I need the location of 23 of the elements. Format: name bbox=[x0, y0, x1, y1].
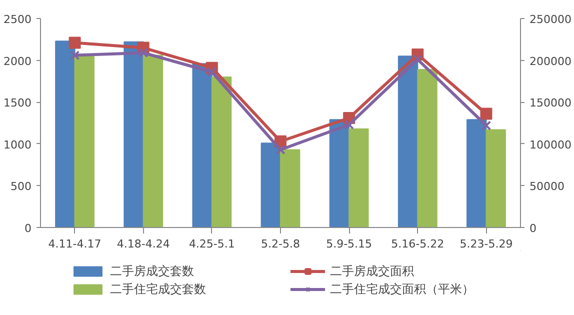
y2-tick-label: 250000 bbox=[530, 13, 572, 26]
y2-tick-label: 50000 bbox=[530, 180, 564, 194]
legend-label: 二手房成交套数 bbox=[110, 262, 195, 280]
x-tick-label: 5.23-5.29 bbox=[460, 238, 513, 250]
y-tick-label: 2500 bbox=[4, 13, 32, 26]
y2-tick-label: 150000 bbox=[530, 96, 572, 110]
x-tick-label: 4.18-4.24 bbox=[116, 238, 170, 250]
y-tick-label: 500 bbox=[10, 180, 32, 194]
x-tick-label: 5.16-5.22 bbox=[391, 238, 444, 250]
y2-tick-label: 200000 bbox=[530, 54, 572, 68]
x-tick-label: 4.25-5.1 bbox=[188, 238, 235, 250]
y2-tick-label: 100000 bbox=[530, 138, 572, 152]
x-tick-label: 5.9-5.15 bbox=[326, 238, 372, 250]
legend-label: 二手住宅成交套数 bbox=[110, 280, 207, 298]
legend-label: 二手住宅成交面积（平米） bbox=[330, 280, 475, 298]
legend-label: 二手房成交面积 bbox=[330, 262, 415, 280]
y-tick-label: 1500 bbox=[4, 96, 32, 110]
y2-tick-label: 0 bbox=[530, 222, 536, 235]
y-tick-label: 2000 bbox=[4, 54, 32, 68]
x-tick-label: 5.2-5.8 bbox=[261, 238, 300, 250]
x-tick-label: 4.11-4.17 bbox=[48, 238, 102, 250]
y-tick-label: 0 bbox=[24, 222, 32, 235]
y-tick-label: 1000 bbox=[4, 138, 32, 152]
